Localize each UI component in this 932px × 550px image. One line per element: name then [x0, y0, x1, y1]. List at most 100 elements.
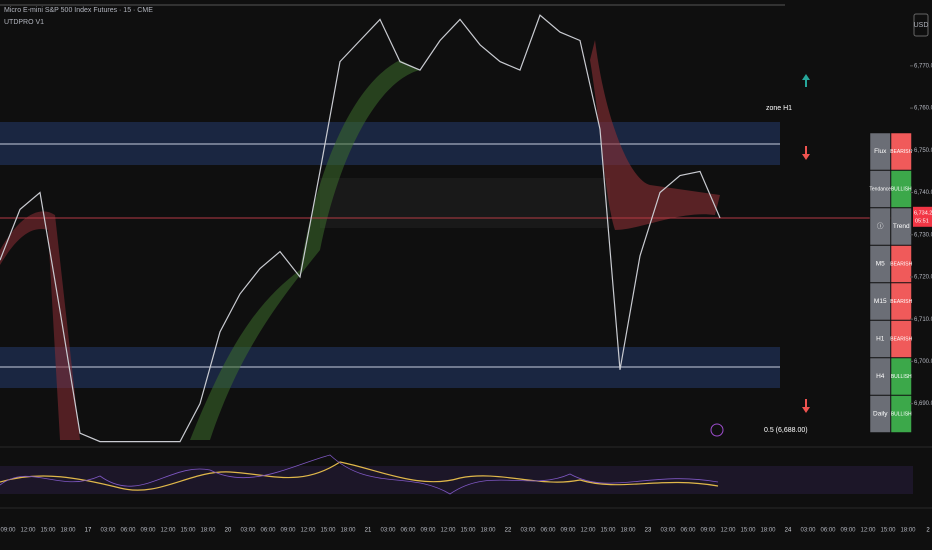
x-tick-label: 06:00 — [260, 528, 276, 534]
arrow-down — [802, 399, 810, 413]
countdown: 05:51 — [915, 218, 929, 224]
x-tick-label: 06:00 — [680, 528, 696, 534]
table-cell — [890, 357, 912, 396]
table-text: BEARISH — [890, 299, 912, 305]
table-cell — [869, 245, 891, 283]
table-cell — [869, 207, 891, 246]
x-tick-label: 12:00 — [300, 528, 316, 534]
y-tick-label: 6,700.00 — [914, 359, 932, 365]
table-text: Tendance — [869, 186, 891, 192]
table-cell — [890, 132, 912, 171]
x-tick-label: 12:00 — [440, 528, 456, 534]
table-text: BULLISH — [891, 186, 912, 192]
indicator-name: UTDPRO V1 — [4, 19, 44, 26]
table-text: ⓘ — [877, 222, 884, 230]
table-cell — [890, 282, 912, 321]
y-tick-label: 6,770.00 — [914, 63, 932, 69]
x-tick-label: 09:00 — [140, 528, 156, 534]
table-cell — [890, 170, 912, 208]
table-cell — [869, 282, 891, 321]
currency: USD — [914, 22, 929, 29]
x-tick-label: 15:00 — [740, 528, 756, 534]
price-series — [0, 14, 721, 443]
x-tick-label: 06:00 — [400, 528, 416, 534]
oscillator-line — [0, 461, 719, 491]
y-tick-label: 6,710.00 — [914, 317, 932, 323]
table-cell — [869, 357, 891, 396]
table-text: BULLISH — [891, 374, 912, 380]
x-tick-label: 17 — [85, 528, 92, 534]
x-tick-label: 12:00 — [160, 528, 176, 534]
table-text: Flux — [874, 148, 887, 155]
y-tick-label: 6,730.00 — [914, 232, 932, 238]
table-text: Trend — [893, 223, 910, 230]
x-tick-label: 15:00 — [320, 528, 336, 534]
fib-label: 0.5 (6,688.00) — [764, 427, 808, 434]
arrow-down — [802, 146, 810, 160]
zone-label: zone H1 — [766, 105, 792, 112]
x-tick-label: 18:00 — [60, 528, 76, 534]
table-cell — [869, 395, 891, 433]
x-tick-label: 09:00 — [840, 528, 856, 534]
oscillator-line — [0, 454, 719, 495]
x-tick-label: 03:00 — [800, 528, 816, 534]
x-tick-label: 12:00 — [720, 528, 736, 534]
x-tick-label: 18:00 — [480, 528, 496, 534]
x-tick-label: 03:00 — [660, 528, 676, 534]
table-text: H4 — [876, 373, 885, 380]
table-cell — [869, 320, 891, 358]
table-text: M5 — [876, 261, 885, 268]
ribbon — [0, 211, 80, 440]
table-cell — [890, 395, 912, 433]
x-tick-label: 03:00 — [240, 528, 256, 534]
table-cell — [869, 132, 891, 171]
x-tick-label: 09:00 — [280, 528, 296, 534]
x-tick-label: 22 — [505, 528, 512, 534]
event-icon — [710, 423, 724, 437]
x-tick-label: 12:00 — [860, 528, 876, 534]
table-text: Daily — [873, 411, 888, 418]
table-text: BEARISH — [890, 149, 912, 155]
x-tick-label: 23 — [645, 528, 652, 534]
currency-box — [913, 13, 929, 37]
x-tick-label: 18:00 — [340, 528, 356, 534]
table-text: BULLISH — [891, 411, 912, 417]
x-tick-label: 15:00 — [40, 528, 56, 534]
x-tick-label: 12:00 — [580, 528, 596, 534]
arrow-up — [802, 74, 810, 87]
x-tick-label: 03:00 — [380, 528, 396, 534]
x-tick-label: 15:00 — [880, 528, 896, 534]
x-tick-label: 18:00 — [200, 528, 216, 534]
y-tick-label: 6,740.00 — [914, 190, 932, 196]
table-cell — [890, 245, 912, 283]
x-tick-label: 09:00 — [700, 528, 716, 534]
x-tick-label: 18:00 — [900, 528, 916, 534]
table-text: BEARISH — [890, 336, 912, 342]
x-tick-label: 18:00 — [760, 528, 776, 534]
table-text: BEARISH — [890, 261, 912, 267]
table-cell — [890, 207, 912, 246]
x-tick-label: 2 — [926, 528, 930, 534]
x-tick-label: 06:00 — [120, 528, 136, 534]
table-text: M15 — [874, 298, 887, 305]
table-cell — [869, 170, 891, 208]
ribbon — [590, 40, 720, 230]
last-price: 6,734.25 — [914, 210, 932, 216]
x-tick-label: 03:00 — [520, 528, 536, 534]
x-tick-label: 03:00 — [100, 528, 116, 534]
y-tick-label: 6,760.00 — [914, 106, 932, 112]
y-tick-label: 6,690.00 — [914, 401, 932, 407]
x-tick-label: 20 — [225, 528, 232, 534]
x-tick-label: 09:00 — [560, 528, 576, 534]
x-tick-label: 15:00 — [600, 528, 616, 534]
x-tick-label: 24 — [785, 528, 792, 534]
x-tick-label: 15:00 — [180, 528, 196, 534]
y-tick-label: 6,720.00 — [914, 275, 932, 281]
last-price-box — [913, 206, 932, 227]
table-cell — [890, 320, 912, 358]
range-box — [320, 178, 610, 228]
